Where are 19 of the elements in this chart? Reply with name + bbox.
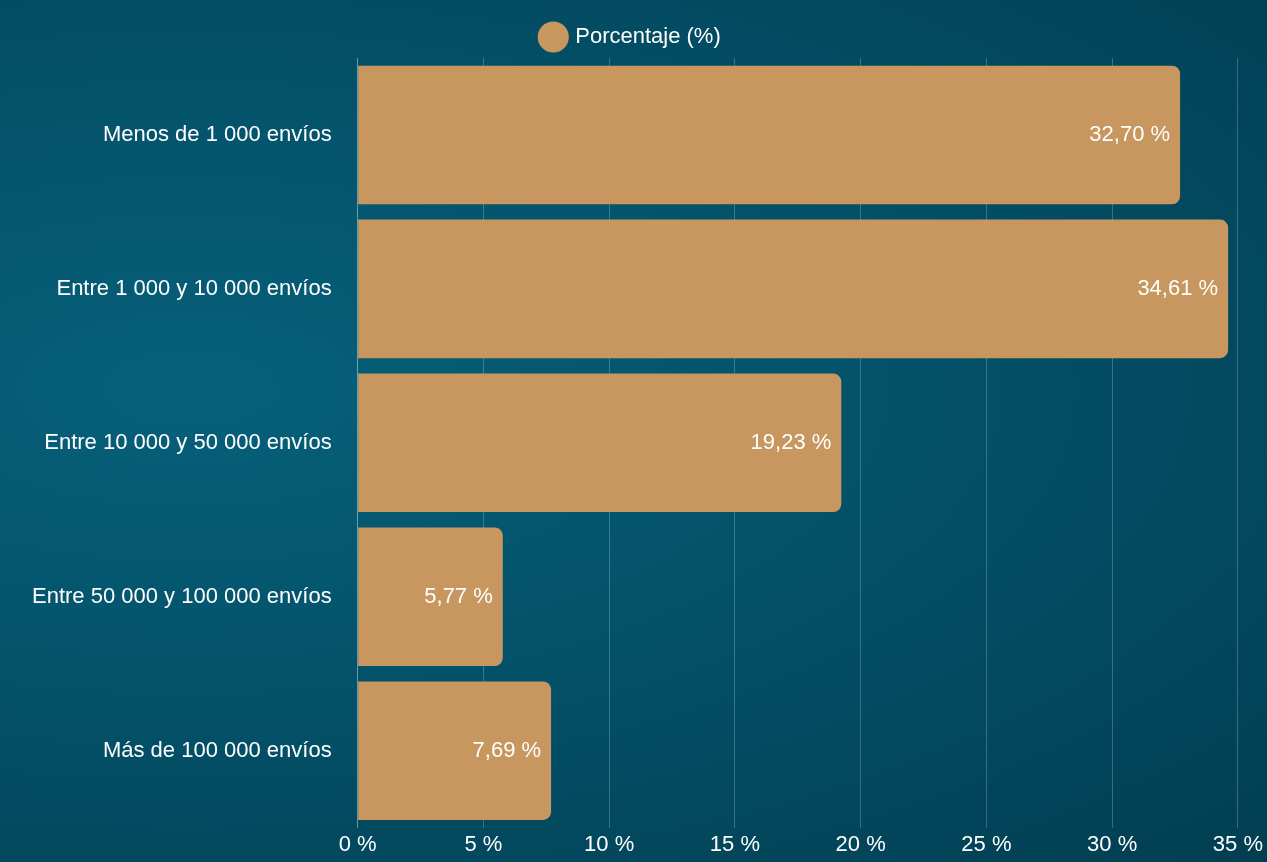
y-tick-label: Más de 100 000 envíos [102,736,332,762]
data-label: 5,77 % [424,582,493,608]
data-label: 32,70 % [1089,121,1171,147]
y-tick-label: Entre 50 000 y 100 000 envíos [31,582,332,608]
x-tick-label: 30 % [1087,830,1138,856]
y-tick-label: Entre 10 000 y 50 000 envíos [44,428,332,454]
x-tick-label: 25 % [961,830,1012,856]
data-label: 7,69 % [472,736,542,762]
x-tick-label: 35 % [1212,830,1264,856]
x-tick-label: 5 % [464,830,503,856]
data-label: 19,23 % [750,428,832,454]
legend-label: Porcentaje (%) [575,23,721,49]
y-tick-label: Entre 1 000 y 10 000 envíos [56,274,332,300]
data-label: 34,61 % [1137,274,1219,300]
x-tick-label: 20 % [835,830,886,856]
x-tick-label: 10 % [584,830,635,856]
x-tick-label: 0 % [338,830,377,856]
x-tick-label: 15 % [709,830,760,856]
y-tick-label: Menos de 1 000 envíos [102,121,332,147]
